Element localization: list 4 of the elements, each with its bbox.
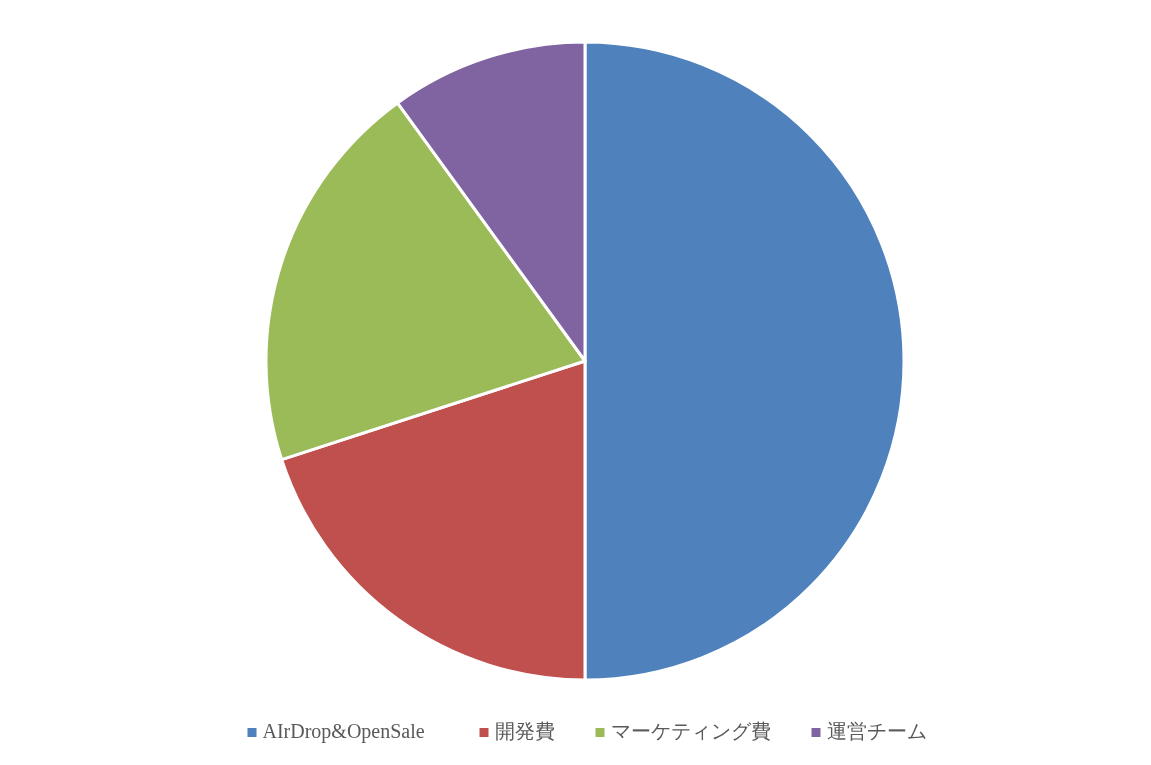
legend-label: 開発費 — [494, 719, 555, 742]
legend-label: 運営チーム — [826, 719, 927, 742]
legend-label: AIrDrop&OpenSale — [262, 719, 425, 743]
legend-label: マーケティング費 — [610, 719, 771, 742]
